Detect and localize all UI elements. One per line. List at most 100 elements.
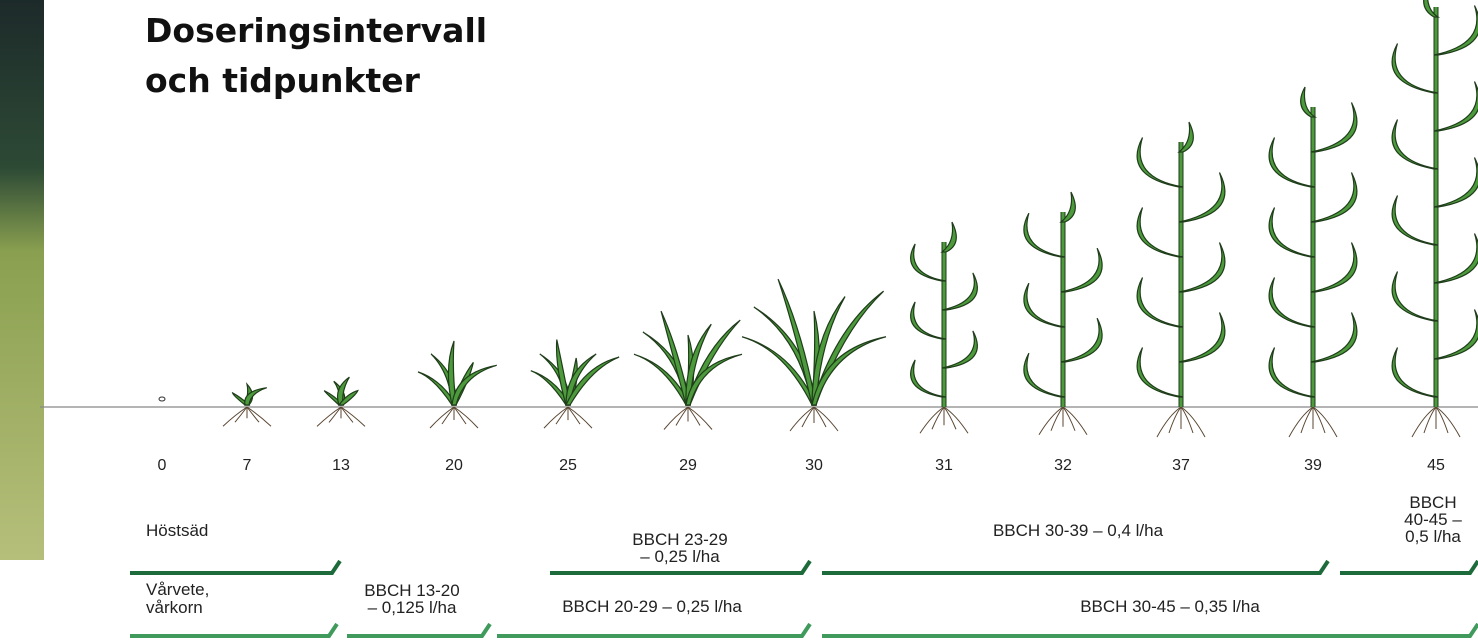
leaf [1434,158,1478,208]
diagram: Doseringsintervall och tidpunkter Höstsä… [0,0,1478,640]
stage-label: 25 [559,457,577,474]
plant [223,384,271,426]
leaf [1137,278,1183,328]
dose-label: BBCH 30-45 – 0,35 l/ha [1080,597,1260,616]
leaf [1434,234,1478,284]
root [1301,407,1313,433]
plant [911,222,978,433]
root [664,407,688,430]
page: Doseringsintervall och tidpunkter Höstsä… [0,0,1478,640]
row-label: vårkorn [146,598,203,617]
title-line: Doseringsintervall [145,11,487,50]
dose-label: BBCH 30-39 – 0,4 l/ha [993,521,1164,540]
root [1313,407,1325,433]
plant [742,279,886,431]
root [568,407,592,428]
title-line: och tidpunkter [145,61,421,100]
leaf [1137,348,1183,398]
leaf [1179,243,1225,293]
leaf [1024,283,1065,327]
leaf [1024,213,1065,257]
leaf [1061,248,1102,292]
root [556,407,568,424]
timeline-bar [822,624,1478,636]
root [1051,407,1063,431]
root [454,407,478,428]
plant [1269,87,1357,437]
root [688,407,700,426]
root [814,407,826,427]
leaf [1311,173,1357,223]
root [442,407,454,424]
timeline-bar [822,561,1328,573]
leaf [1269,348,1315,398]
leaf [911,244,946,281]
row-label: Vårvete, [146,580,209,599]
row-label: Höstsäd [146,521,208,540]
leaf [1311,313,1357,363]
root [688,407,712,430]
stage-label: 39 [1304,457,1322,474]
leaf [942,331,977,368]
timeline: HöstsädBBCH 23-29– 0,25 l/haBBCH 30-39 –… [130,493,1478,636]
leaf [1434,82,1478,132]
leaf [1137,138,1183,188]
leaf [911,360,946,397]
leaf [1024,353,1065,397]
leaf [1392,196,1438,246]
leaf [1179,313,1225,363]
leaf [1392,348,1438,398]
timeline-bar [497,624,810,636]
leaf [778,279,816,405]
timeline-bar [1340,561,1478,573]
leaf [911,302,946,339]
seed [159,397,165,401]
plant [159,397,165,401]
timeline-bar [130,561,340,573]
leaf [1311,103,1357,153]
root [932,407,944,429]
leaf [1434,6,1478,56]
timeline-bar [130,624,337,636]
root [1181,407,1193,433]
root [341,407,365,426]
leaf [1061,318,1102,362]
leaf [1269,208,1315,258]
stage-label: 37 [1172,457,1190,474]
stage-label: 31 [935,457,953,474]
plant [531,340,619,429]
root [944,407,956,429]
leaf [1311,243,1357,293]
stage-label: 30 [805,457,823,474]
root [1424,407,1436,433]
stage-label: 29 [679,457,697,474]
leaf [1269,138,1315,188]
timeline-bar [347,624,490,636]
root [790,407,814,431]
root [430,407,454,428]
stage-label: 32 [1054,457,1072,474]
plant [418,341,497,428]
leaf [1392,272,1438,322]
leaf [1434,310,1478,360]
dose-label: BBCH 20-29 – 0,25 l/ha [562,597,742,616]
root [454,407,466,424]
leaf [1269,278,1315,328]
leaf [1392,120,1438,170]
leaf [1392,44,1438,94]
plant [1137,122,1225,437]
root [1063,407,1075,431]
stage-label: 20 [445,457,463,474]
stage-label: 13 [332,457,350,474]
stage-label: 0 [158,457,167,474]
root [920,407,944,433]
root [802,407,814,427]
leaf [942,273,977,310]
stage-label: 45 [1427,457,1445,474]
leaf [1137,208,1183,258]
plant [634,311,742,429]
root [1169,407,1181,433]
root [317,407,341,426]
root [568,407,580,424]
root [223,407,247,426]
